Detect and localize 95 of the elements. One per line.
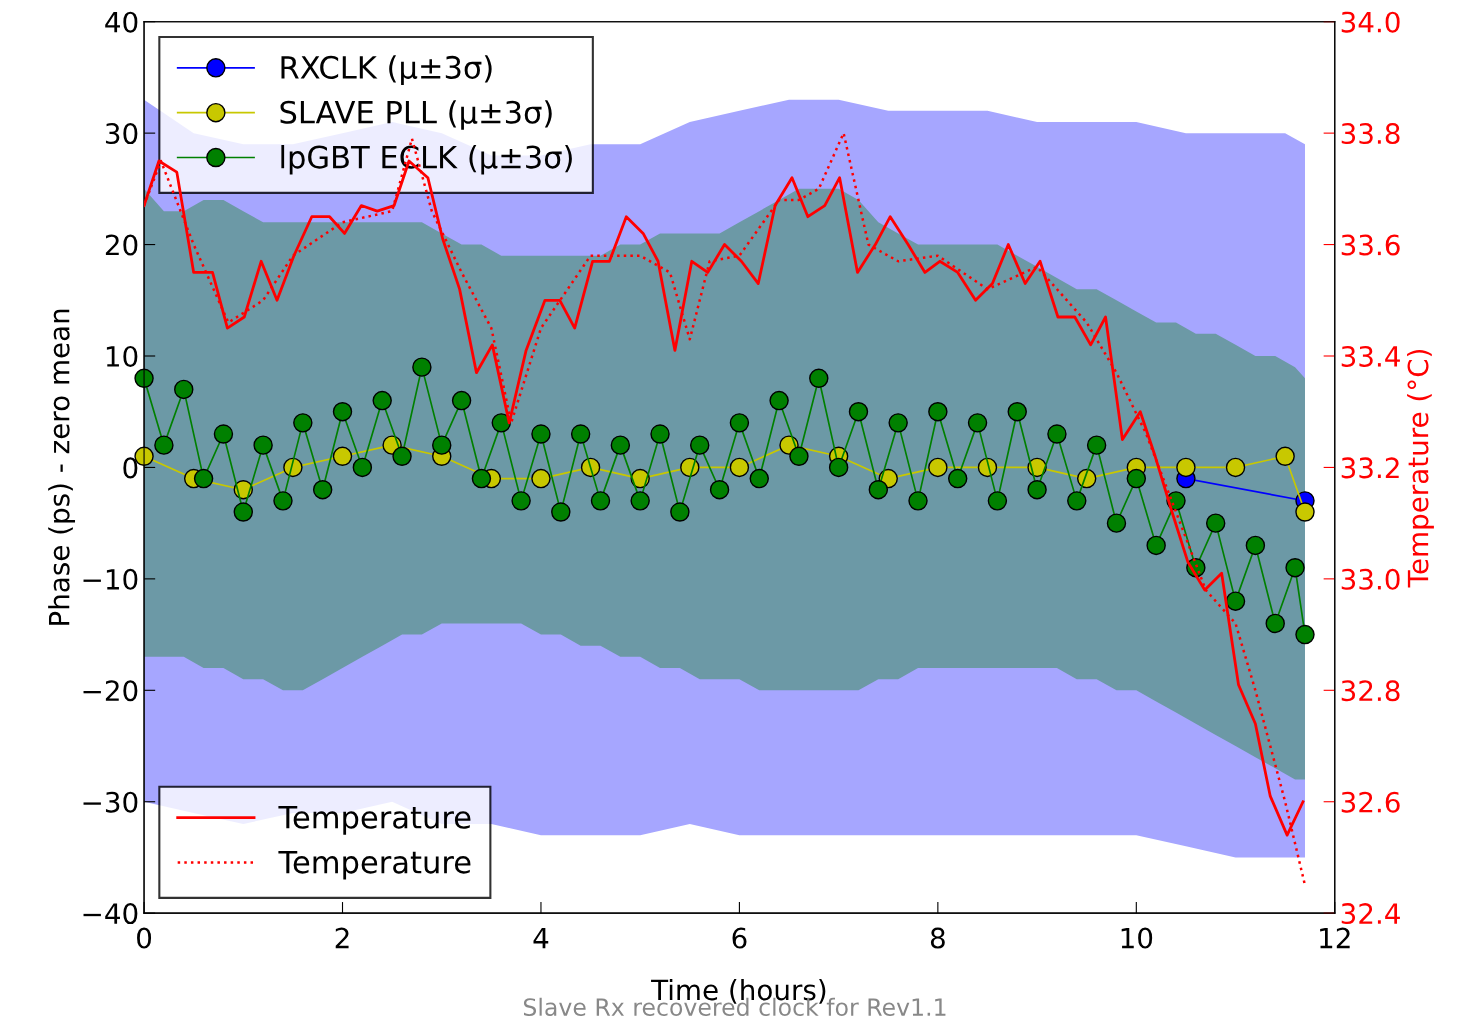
point: [828, 457, 849, 478]
x-tick-label: 12: [1320, 927, 1350, 949]
y-tick-label: −30: [83, 791, 138, 813]
point: [1007, 401, 1027, 422]
y-tick-label: −10: [83, 568, 138, 590]
y2-tick-label: 32.4: [1341, 903, 1400, 925]
legend-label: RXCLK (μ±3σ): [281, 55, 492, 85]
y-tick-label: −20: [83, 680, 138, 702]
point: [312, 479, 333, 500]
point: [809, 368, 829, 389]
legend-label: SLAVE PLL (μ±3σ): [280, 100, 552, 130]
y2-tick-label: 34.0: [1341, 11, 1400, 33]
point: [412, 357, 432, 377]
point: [1067, 491, 1087, 511]
point: [928, 401, 948, 422]
point: [1225, 591, 1246, 611]
x-tick-label: 6: [732, 927, 747, 949]
point: [650, 424, 670, 444]
y-tick-label: 10: [106, 345, 138, 367]
point: [590, 491, 611, 511]
y-tick-label: 0: [123, 457, 138, 479]
point: [392, 446, 412, 467]
point: [1225, 457, 1246, 478]
y2-tick-label: 32.6: [1341, 791, 1400, 813]
point: [947, 468, 968, 489]
point: [451, 390, 472, 411]
point: [154, 435, 174, 455]
point: [1027, 479, 1047, 500]
point: [729, 457, 750, 478]
point: [1205, 513, 1226, 533]
y-tick-label: 40: [105, 11, 138, 33]
point: [868, 479, 889, 500]
point: [789, 446, 809, 467]
point: [1047, 424, 1067, 444]
y-tick-label: 20: [105, 234, 138, 256]
point: [293, 413, 313, 433]
x-tick-label: 8: [930, 927, 945, 949]
y2-tick-label: 32.8: [1341, 680, 1400, 702]
x-tick-label: 2: [335, 927, 349, 949]
point: [332, 401, 353, 422]
point: [1285, 558, 1305, 578]
y2-tick-label: 33.6: [1341, 234, 1400, 256]
point: [233, 502, 254, 522]
point: [908, 491, 928, 511]
point: [848, 401, 869, 422]
point: [372, 390, 392, 411]
point: [1245, 535, 1266, 556]
point: [352, 457, 373, 478]
point: [670, 502, 690, 522]
point: [1176, 457, 1196, 478]
y-tick-label: −40: [83, 903, 138, 925]
point: [610, 435, 631, 455]
point: [928, 457, 948, 478]
point: [432, 435, 452, 455]
y2-tick-label: 33.2: [1341, 457, 1399, 479]
point: [531, 468, 551, 489]
point: [987, 491, 1008, 511]
point: [1265, 613, 1285, 634]
point: [1146, 535, 1166, 556]
point: [570, 424, 591, 444]
point: [967, 413, 988, 433]
point: [1086, 435, 1107, 455]
point: [1106, 513, 1127, 533]
x-tick-label: 0: [137, 927, 152, 949]
point: [1275, 446, 1295, 467]
point: [174, 379, 194, 400]
point: [769, 390, 789, 411]
point: [1295, 624, 1315, 645]
point: [630, 491, 650, 511]
point: [213, 424, 234, 444]
point: [1126, 468, 1147, 489]
y-tick-label: 30: [105, 123, 138, 145]
point: [531, 424, 551, 444]
x-tick-label: 4: [533, 927, 549, 949]
point: [471, 468, 492, 489]
point: [749, 468, 769, 489]
point: [332, 446, 353, 467]
point: [193, 468, 214, 489]
y-axis-title: Phase (ps) - zero mean: [48, 309, 76, 625]
point: [888, 413, 908, 433]
point: [273, 491, 293, 511]
y2-tick-label: 33.4: [1341, 345, 1400, 367]
point: [729, 413, 750, 433]
y2-axis-title: Temperature (°C): [1407, 349, 1434, 588]
legend-label: Temperature: [278, 850, 471, 880]
point: [511, 491, 531, 511]
x-tick-label: 10: [1121, 927, 1153, 949]
legend-label: Temperature: [278, 806, 471, 835]
point: [689, 435, 710, 455]
point: [709, 479, 730, 500]
y2-tick-label: 33.0: [1341, 568, 1400, 590]
point: [1295, 502, 1315, 522]
point: [253, 435, 273, 455]
y2-tick-label: 33.8: [1341, 123, 1400, 145]
point: [551, 502, 571, 522]
